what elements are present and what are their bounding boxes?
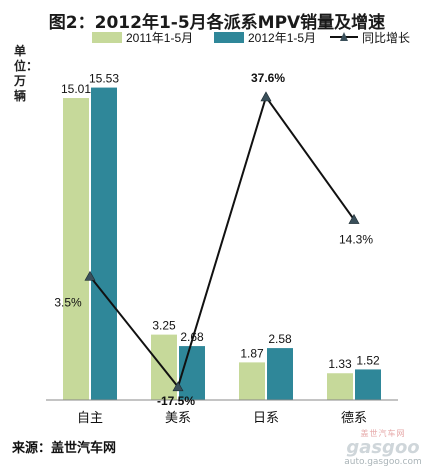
bar-自主-2012年1-5月 bbox=[91, 87, 117, 401]
legend-label-2012年1-5月: 2012年1-5月 bbox=[248, 31, 316, 45]
bar-自主-2011年1-5月 bbox=[63, 98, 89, 400]
bar-德系-2012年1-5月 bbox=[355, 369, 381, 400]
watermark-logo: gasgoo bbox=[346, 437, 420, 458]
watermark: 盖世汽车网 gasgoo auto.gasgoo.com bbox=[338, 428, 428, 467]
x-tick-label-德系: 德系 bbox=[341, 411, 367, 426]
watermark-url: auto.gasgoo.com bbox=[344, 457, 422, 467]
growth-line bbox=[89, 94, 355, 389]
bar-label-日系-2012年1-5月: 2.58 bbox=[268, 332, 292, 346]
x-tick-label-美系: 美系 bbox=[165, 411, 191, 426]
x-tick-label-自主: 自主 bbox=[77, 411, 103, 426]
growth-label-日系: 37.6% bbox=[251, 71, 285, 85]
legend-swatch-marker bbox=[340, 32, 348, 41]
growth-label-德系: 14.3% bbox=[339, 233, 373, 247]
chart-title: 图2：2012年1-5月各派系MPV销量及增速 bbox=[48, 13, 386, 33]
bar-label-自主-2011年1-5月: 15.01 bbox=[61, 82, 91, 96]
growth-marker-美系 bbox=[172, 381, 184, 392]
watermark-cn: 盖世汽车网 bbox=[360, 429, 406, 438]
bar-美系-2011年1-5月 bbox=[151, 334, 177, 400]
growth-marker-自主 bbox=[84, 270, 96, 281]
legend-label-2011年1-5月: 2011年1-5月 bbox=[126, 31, 193, 45]
source-note: 来源：盖世汽车网 bbox=[12, 441, 117, 456]
legend-swatch-2011年1-5月 bbox=[92, 32, 122, 43]
bar-日系-2011年1-5月 bbox=[239, 362, 265, 400]
bar-label-自主-2012年1-5月: 15.53 bbox=[89, 72, 119, 86]
growth-label-美系: -17.5% bbox=[157, 394, 195, 408]
bar-label-德系-2011年1-5月: 1.33 bbox=[328, 357, 352, 371]
growth-marker-日系 bbox=[260, 91, 272, 102]
growth-label-自主: 3.5% bbox=[54, 295, 82, 309]
legend-label-同比增长: 同比增长 bbox=[362, 31, 410, 45]
bar-label-日系-2011年1-5月: 1.87 bbox=[240, 346, 264, 360]
bar-德系-2011年1-5月 bbox=[327, 373, 353, 400]
legend-swatch-2012年1-5月 bbox=[214, 32, 244, 43]
bar-日系-2012年1-5月 bbox=[267, 348, 293, 400]
bar-label-美系-2011年1-5月: 3.25 bbox=[152, 319, 176, 333]
growth-marker-德系 bbox=[348, 213, 360, 224]
x-tick-label-日系: 日系 bbox=[253, 411, 279, 426]
bar-label-德系-2012年1-5月: 1.52 bbox=[356, 353, 380, 367]
